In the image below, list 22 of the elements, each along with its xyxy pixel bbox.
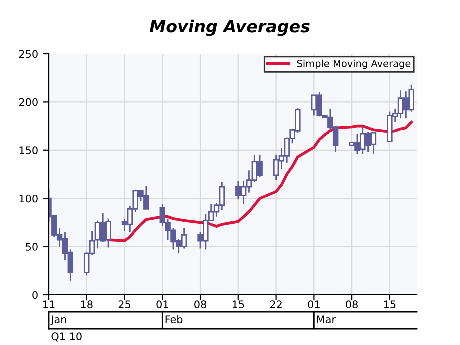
x-tick-label: 11: [44, 300, 55, 308]
y-tick-label: 0: [32, 291, 38, 300]
x-tick-label: 08: [346, 300, 358, 309]
y-tick-label: 250: [19, 50, 38, 58]
text: Q1 10: [52, 332, 82, 342]
x-tick-label: 25: [118, 300, 130, 309]
x-tick-label: 15: [384, 300, 396, 309]
text: Jan: [50, 316, 66, 326]
y-tick-label: 100: [20, 194, 38, 203]
text: Mar: [317, 316, 336, 324]
y-tick-label: 150: [20, 146, 38, 155]
legend-label: Simple Moving Average: [297, 60, 411, 70]
x-tick-label: 18: [81, 300, 93, 309]
y-tick-label: 50: [26, 243, 38, 251]
y-tick-label: 200: [19, 98, 38, 106]
x-tick-label: 01: [156, 300, 168, 309]
x-tick-label: 01: [308, 300, 320, 309]
chart-title: Moving Averages: [150, 20, 310, 36]
x-tick-label: 22: [270, 300, 282, 308]
x-tick-label: 15: [232, 300, 244, 309]
text: Feb: [166, 315, 183, 324]
x-tick-label: 08: [194, 300, 206, 309]
